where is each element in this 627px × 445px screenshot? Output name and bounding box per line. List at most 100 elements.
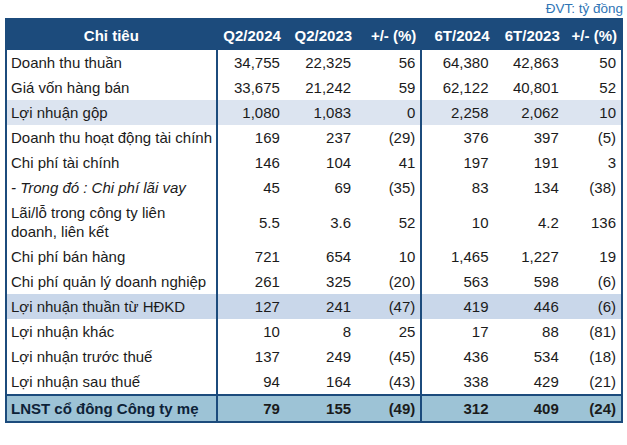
header-row: Chỉ tiêu Q2/2024Q2/2023+/- (%)6T/20246T/…: [6, 19, 622, 50]
cell-value: 88: [494, 319, 564, 344]
cell-value: 4.2: [494, 200, 564, 244]
row-label: Lãi/lỗ trong công ty liên doanh, liên kế…: [6, 200, 217, 244]
cell-value: (6): [564, 294, 622, 319]
cell-value: 10: [564, 100, 622, 125]
row-label: LNST cổ đông Công ty mẹ: [6, 395, 217, 422]
row-label: Chi phí quản lý doanh nghiệp: [6, 269, 217, 294]
unit-note: ĐVT: tỷ đồng: [0, 0, 627, 18]
income-statement-table: Chỉ tiêu Q2/2024Q2/2023+/- (%)6T/20246T/…: [5, 18, 623, 423]
cell-value: (47): [356, 294, 421, 319]
cell-value: 446: [494, 294, 564, 319]
cell-value: 2,062: [494, 100, 564, 125]
row-label: Lợi nhuận sau thuế: [6, 369, 217, 395]
cell-value: 21,242: [285, 75, 356, 100]
cell-value: 40,801: [494, 75, 564, 100]
cell-value: 1,227: [494, 244, 564, 269]
cell-value: 64,380: [421, 50, 493, 75]
cell-value: 654: [285, 244, 356, 269]
cell-value: 41: [356, 150, 421, 175]
table-row: Doanh thu hoạt động tài chính169237(29)3…: [6, 125, 622, 150]
cell-value: 241: [285, 294, 356, 319]
row-label: Lợi nhuận gộp: [6, 100, 217, 125]
cell-value: 45: [217, 175, 285, 200]
cell-value: 69: [285, 175, 356, 200]
header-col-4: 6T/2023: [494, 19, 564, 50]
header-col-3: 6T/2024: [421, 19, 493, 50]
cell-value: 376: [421, 125, 493, 150]
cell-value: 3: [564, 150, 622, 175]
cell-value: 52: [356, 200, 421, 244]
cell-value: 33,675: [217, 75, 285, 100]
cell-value: 1,080: [217, 100, 285, 125]
cell-value: (49): [356, 395, 421, 422]
cell-value: (18): [564, 344, 622, 369]
table-row: LNST cổ đông Công ty mẹ79155(49)312409(2…: [6, 395, 622, 422]
table-row: Lãi/lỗ trong công ty liên doanh, liên kế…: [6, 200, 622, 244]
table-row: Chi phí tài chính146104411971913: [6, 150, 622, 175]
cell-value: 338: [421, 369, 493, 395]
cell-value: 0: [356, 100, 421, 125]
cell-value: 62,122: [421, 75, 493, 100]
row-label: Giá vốn hàng bán: [6, 75, 217, 100]
cell-value: 94: [217, 369, 285, 395]
financial-table-page: ĐVT: tỷ đồng Chỉ tiêu Q2/2024Q2/2023+/- …: [0, 0, 627, 445]
cell-value: 436: [421, 344, 493, 369]
cell-value: 5.5: [217, 200, 285, 244]
cell-value: (81): [564, 319, 622, 344]
row-label: Doanh thu hoạt động tài chính: [6, 125, 217, 150]
cell-value: 2,258: [421, 100, 493, 125]
table-row: Chi phí quản lý doanh nghiệp261325(20)56…: [6, 269, 622, 294]
table-row: Chi phí bán hàng721654101,4651,22719: [6, 244, 622, 269]
cell-value: 56: [356, 50, 421, 75]
cell-value: 563: [421, 269, 493, 294]
cell-value: (45): [356, 344, 421, 369]
cell-value: (29): [356, 125, 421, 150]
row-label: Chi phí tài chính: [6, 150, 217, 175]
cell-value: 1,083: [285, 100, 356, 125]
cell-value: 134: [494, 175, 564, 200]
table-row: Lợi nhuận sau thuế94164(43)338429(21): [6, 369, 622, 395]
cell-value: 42,863: [494, 50, 564, 75]
cell-value: (5): [564, 125, 622, 150]
cell-value: 169: [217, 125, 285, 150]
row-label: Doanh thu thuần: [6, 50, 217, 75]
row-label: - Trong đó : Chi phí lãi vay: [6, 175, 217, 200]
cell-value: 164: [285, 369, 356, 395]
cell-value: 325: [285, 269, 356, 294]
cell-value: 34,755: [217, 50, 285, 75]
cell-value: 397: [494, 125, 564, 150]
cell-value: (35): [356, 175, 421, 200]
table-row: Lợi nhuận thuần từ HĐKD127241(47)419446(…: [6, 294, 622, 319]
cell-value: (24): [564, 395, 622, 422]
cell-value: (38): [564, 175, 622, 200]
cell-value: 197: [421, 150, 493, 175]
row-label: Chi phí bán hàng: [6, 244, 217, 269]
cell-value: (43): [356, 369, 421, 395]
cell-value: 137: [217, 344, 285, 369]
cell-value: 136: [564, 200, 622, 244]
table-row: - Trong đó : Chi phí lãi vay4569(35)8313…: [6, 175, 622, 200]
cell-value: 312: [421, 395, 493, 422]
cell-value: 146: [217, 150, 285, 175]
table-row: Doanh thu thuần34,75522,3255664,38042,86…: [6, 50, 622, 75]
cell-value: 52: [564, 75, 622, 100]
cell-value: 1,465: [421, 244, 493, 269]
cell-value: 50: [564, 50, 622, 75]
row-label: Lợi nhuận trước thuế: [6, 344, 217, 369]
cell-value: 22,325: [285, 50, 356, 75]
table-body: Doanh thu thuần34,75522,3255664,38042,86…: [6, 50, 622, 422]
cell-value: 10: [356, 244, 421, 269]
header-col-2: +/- (%): [356, 19, 421, 50]
header-chi-tieu: Chỉ tiêu: [6, 19, 217, 50]
cell-value: 237: [285, 125, 356, 150]
cell-value: 79: [217, 395, 285, 422]
cell-value: (21): [564, 369, 622, 395]
cell-value: 17: [421, 319, 493, 344]
table-row: Lợi nhuận trước thuế137249(45)436534(18): [6, 344, 622, 369]
cell-value: 127: [217, 294, 285, 319]
cell-value: 261: [217, 269, 285, 294]
cell-value: 83: [421, 175, 493, 200]
cell-value: 104: [285, 150, 356, 175]
header-col-1: Q2/2023: [285, 19, 356, 50]
cell-value: 155: [285, 395, 356, 422]
